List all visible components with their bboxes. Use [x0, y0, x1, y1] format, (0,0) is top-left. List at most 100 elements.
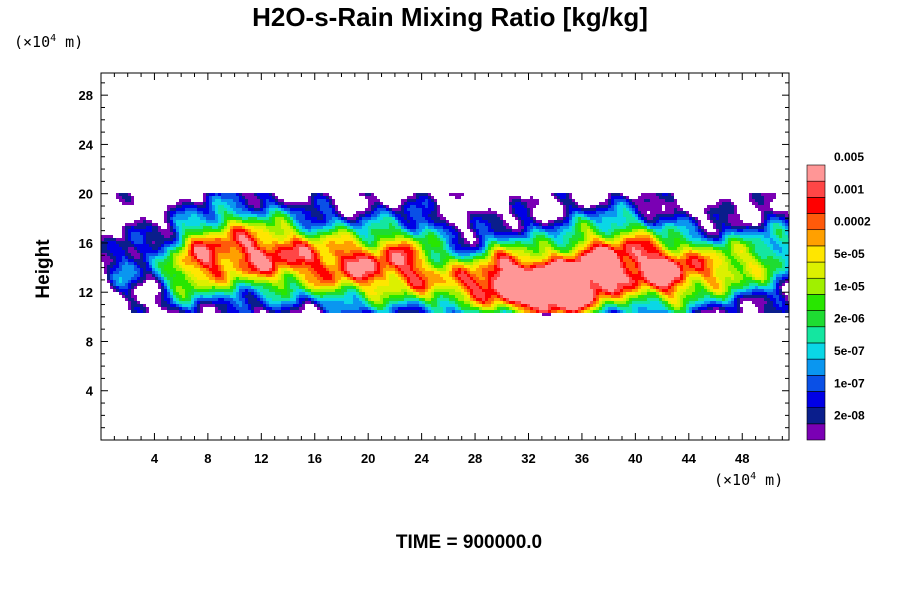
- field-cell: [671, 253, 674, 256]
- field-cell: [302, 238, 305, 241]
- field-cell: [413, 253, 416, 256]
- field-cell: [674, 244, 677, 247]
- field-cell: [473, 226, 476, 229]
- field-cell: [224, 229, 227, 232]
- field-cell: [488, 232, 491, 235]
- field-cell: [779, 238, 782, 241]
- field-cell: [563, 199, 566, 202]
- field-cell: [473, 223, 476, 226]
- field-cell: [668, 205, 671, 208]
- field-cell: [419, 229, 422, 232]
- field-cell: [509, 226, 512, 229]
- field-cell: [539, 229, 542, 232]
- field-cell: [497, 247, 500, 250]
- field-cell: [224, 259, 227, 262]
- field-cell: [641, 199, 644, 202]
- field-cell: [779, 232, 782, 235]
- field-cell: [344, 235, 347, 238]
- field-cell: [191, 238, 194, 241]
- field-cell: [731, 265, 734, 268]
- field-cell: [284, 229, 287, 232]
- field-cell: [665, 205, 668, 208]
- field-cell: [674, 265, 677, 268]
- field-cell: [320, 250, 323, 253]
- field-cell: [578, 253, 581, 256]
- field-cell: [356, 244, 359, 247]
- field-cell: [416, 208, 419, 211]
- field-cell: [263, 223, 266, 226]
- field-cell: [599, 244, 602, 247]
- field-cell: [362, 265, 365, 268]
- field-cell: [518, 226, 521, 229]
- field-cell: [434, 253, 437, 256]
- field-cell: [242, 241, 245, 244]
- field-cell: [629, 259, 632, 262]
- field-cell: [362, 238, 365, 241]
- field-cell: [665, 253, 668, 256]
- field-cell: [161, 235, 164, 238]
- field-cell: [740, 241, 743, 244]
- field-cell: [614, 217, 617, 220]
- field-cell: [518, 232, 521, 235]
- field-cell: [254, 241, 257, 244]
- field-cell: [239, 211, 242, 214]
- field-cell: [713, 262, 716, 265]
- field-cell: [224, 241, 227, 244]
- field-cell: [395, 214, 398, 217]
- field-cell: [287, 211, 290, 214]
- field-cell: [104, 250, 107, 253]
- field-cell: [776, 220, 779, 223]
- field-cell: [287, 217, 290, 220]
- field-cell: [611, 253, 614, 256]
- field-cell: [500, 265, 503, 268]
- field-cell: [350, 259, 353, 262]
- field-cell: [644, 220, 647, 223]
- field-cell: [146, 229, 149, 232]
- field-cell: [710, 208, 713, 211]
- field-cell: [191, 268, 194, 271]
- field-cell: [113, 268, 116, 271]
- field-cell: [404, 211, 407, 214]
- field-cell: [362, 229, 365, 232]
- field-cell: [290, 253, 293, 256]
- field-cell: [608, 241, 611, 244]
- field-cell: [644, 199, 647, 202]
- field-cell: [239, 229, 242, 232]
- field-cell: [653, 262, 656, 265]
- field-cell: [305, 223, 308, 226]
- field-cell: [329, 217, 332, 220]
- field-cell: [317, 235, 320, 238]
- field-cell: [407, 256, 410, 259]
- field-cell: [305, 241, 308, 244]
- field-cell: [374, 262, 377, 265]
- field-cell: [608, 235, 611, 238]
- field-cell: [764, 238, 767, 241]
- field-cell: [179, 220, 182, 223]
- field-cell: [443, 256, 446, 259]
- field-cell: [218, 199, 221, 202]
- field-cell: [191, 253, 194, 256]
- field-cell: [599, 268, 602, 271]
- field-cell: [179, 208, 182, 211]
- field-cell: [761, 256, 764, 259]
- field-cell: [263, 226, 266, 229]
- field-cell: [206, 220, 209, 223]
- field-cell: [551, 193, 554, 196]
- field-cell: [542, 247, 545, 250]
- field-cell: [635, 265, 638, 268]
- field-cell: [404, 217, 407, 220]
- field-cell: [596, 214, 599, 217]
- field-cell: [407, 250, 410, 253]
- field-cell: [626, 244, 629, 247]
- field-cell: [680, 232, 683, 235]
- field-cell: [740, 226, 743, 229]
- field-cell: [203, 235, 206, 238]
- field-cell: [428, 214, 431, 217]
- field-cell: [707, 238, 710, 241]
- field-cell: [575, 229, 578, 232]
- field-cell: [572, 205, 575, 208]
- field-cell: [344, 256, 347, 259]
- field-cell: [143, 250, 146, 253]
- field-cell: [665, 268, 668, 271]
- field-cell: [179, 262, 182, 265]
